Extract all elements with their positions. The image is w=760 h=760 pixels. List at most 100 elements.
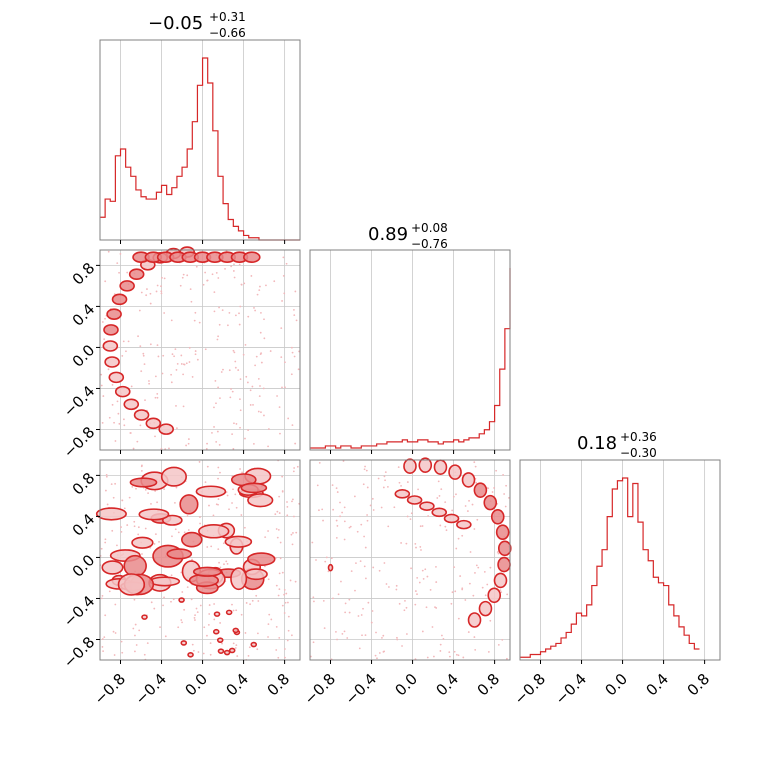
scatter-panel-0-1-point-37: [103, 338, 106, 341]
scatter-panel-0-2-point-168: [217, 498, 220, 500]
scatter-panel-0-1-point-154: [156, 396, 159, 399]
scatter-panel-0-2-point-255: [279, 541, 282, 544]
scatter-panel-0-1-point-257: [188, 361, 191, 363]
scatter-panel-0-1-point-35: [206, 279, 209, 282]
scatter-panel-0-2-point-214: [121, 651, 124, 654]
scatter-panel-0-2-point-173: [123, 507, 126, 510]
scatter-panel-0-1-point-81: [123, 424, 126, 427]
hist-panel-0-background: [100, 40, 300, 240]
scatter-panel-1-2-point-33: [429, 588, 432, 591]
scatter-panel-0-1-point-214: [260, 352, 263, 355]
scatter-panel-1-2-point-109: [483, 570, 486, 573]
scatter-panel-0-1-point-200: [260, 411, 262, 414]
scatter-panel-0-1-point-244: [100, 373, 103, 376]
scatter-panel-0-2-point-50: [295, 531, 298, 534]
scatter-panel-0-1-point-2: [234, 314, 237, 317]
scatter-panel-1-2-point-200: [311, 541, 314, 544]
scatter-panel-0-1-contour-5: [119, 280, 135, 292]
scatter-panel-0-1-point-114: [232, 270, 235, 272]
scatter-panel-1-2-point-114: [439, 524, 442, 527]
scatter-panel-0-2-point-91: [197, 651, 200, 653]
scatter-panel-1-2-point-154: [497, 552, 500, 555]
title-1-median: 0.89: [368, 224, 408, 245]
scatter-panel-0-2-point-0: [219, 622, 222, 624]
scatter-panel-0-2-point-236: [191, 643, 194, 646]
scatter-panel-1-2-point-236: [396, 638, 399, 641]
scatter-panel-0-2-point-94: [154, 490, 157, 492]
scatter-panel-0-1-point-196: [183, 363, 186, 366]
scatter-panel-0-1-point-45: [260, 311, 262, 314]
scatter-panel-0-1-point-20: [186, 274, 189, 277]
scatter-panel-0-2-point-170: [284, 601, 287, 604]
scatter-panel-1-2-point-229: [337, 593, 340, 596]
scatter-panel-1-2-point-139: [376, 657, 378, 660]
scatter-panel-1-2-point-160: [409, 518, 412, 521]
scatter-panel-1-2-point-99: [364, 465, 366, 468]
scatter-panel-0-1-point-212: [127, 340, 130, 343]
scatter-panel-1-2-point-50: [457, 537, 460, 540]
scatter-panel-0-1-point-148: [233, 263, 235, 266]
scatter-panel-0-2-point-161: [283, 593, 286, 596]
scatter-panel-1-2-point-196: [370, 621, 373, 624]
scatter-panel-1-2-contour-9: [497, 540, 512, 557]
scatter-panel-0-2-point-226: [263, 565, 266, 568]
scatter-panel-0-2-point-155: [174, 528, 177, 531]
scatter-panel-1-2-point-220: [440, 488, 443, 491]
scatter-panel-0-2-point-22: [240, 613, 243, 616]
scatter-panel-0-1-point-156: [269, 350, 272, 352]
scatter-panel-0-2-point-268: [217, 466, 220, 469]
scatter-panel-1-2-point-76: [341, 511, 343, 514]
scatter-panel-0-2-point-26: [153, 607, 156, 610]
scatter-panel-0-2-point-18: [251, 599, 254, 602]
scatter-panel-1-2-point-17: [457, 654, 460, 657]
scatter-panel-1-2-border: [309, 459, 511, 661]
scatter-panel-0-2-point-138: [133, 598, 136, 601]
scatter-panel-0-2-point-89: [277, 656, 280, 659]
scatter-panel-0-2-point-272: [156, 501, 158, 504]
scatter-panel-0-2-point-188: [183, 608, 186, 611]
scatter-panel-0-1-point-250: [218, 443, 221, 446]
title-param-1: 0.89 +0.08 −0.76: [368, 221, 448, 251]
scatter-panel-0-2-point-278: [292, 470, 295, 473]
scatter-panel-0-2-point-23: [154, 533, 157, 536]
scatter-panel-0-1-point-9: [273, 280, 276, 283]
scatter-panel-0-2-point-55: [248, 646, 251, 649]
scatter-panel-1-2-point-13: [474, 572, 476, 574]
scatter-panel-0-2-contour-18: [179, 494, 199, 515]
scatter-panel-1-2-point-166: [496, 551, 499, 553]
scatter-panel-0-2-ytick-label-3: 0.4: [69, 510, 99, 540]
scatter-panel-0-2-point-3: [163, 596, 165, 599]
scatter-panel-0-1-point-238: [187, 442, 190, 445]
scatter-panel-1-2-point-108: [367, 601, 370, 604]
scatter-panel-1-2-point-131: [439, 650, 442, 652]
scatter-panel-0-2-point-69: [283, 612, 286, 614]
scatter-panel-0-1-point-175: [244, 437, 246, 440]
scatter-panel-0-1-point-224: [154, 435, 156, 438]
scatter-panel-1-2-point-6: [461, 534, 464, 537]
scatter-panel-0-2-point-60: [141, 553, 143, 555]
scatter-panel-0-1-point-41: [139, 345, 142, 348]
scatter-panel-0-1-point-234: [238, 263, 241, 266]
scatter-panel-0-1-point-0: [230, 388, 232, 390]
scatter-panel-0-1-point-62: [149, 343, 152, 346]
scatter-panel-1-2-point-100: [448, 651, 451, 654]
scatter-panel-1-2-point-185: [455, 653, 458, 656]
scatter-panel-0-2-point-56: [153, 543, 156, 545]
scatter-panel-0-1-point-150: [293, 314, 296, 317]
scatter-panel-0-1-point-177: [181, 276, 184, 279]
scatter-panel-1-2-contour-8: [495, 524, 510, 541]
scatter-panel-1-2-point-63: [500, 591, 503, 594]
scatter-panel-0-2-point-100: [199, 522, 201, 525]
scatter-panel-0-2-point-39: [231, 502, 233, 504]
scatter-panel-1-2-contour-4: [461, 472, 476, 488]
scatter-panel-0-1-point-163: [233, 422, 235, 425]
scatter-panel-0-1-point-170: [187, 438, 190, 440]
scatter-panel-1-2-point-195: [420, 549, 422, 551]
scatter-panel-1-2-point-3: [383, 562, 386, 564]
scatter-panel-1-2-point-2: [451, 509, 454, 512]
scatter-panel-0-1-point-208: [206, 442, 208, 445]
scatter-panel-0-2-contour-50: [212, 628, 220, 635]
scatter-panel-0-2-contour-45: [230, 567, 248, 591]
scatter-panel-0-1-point-240: [259, 285, 261, 288]
